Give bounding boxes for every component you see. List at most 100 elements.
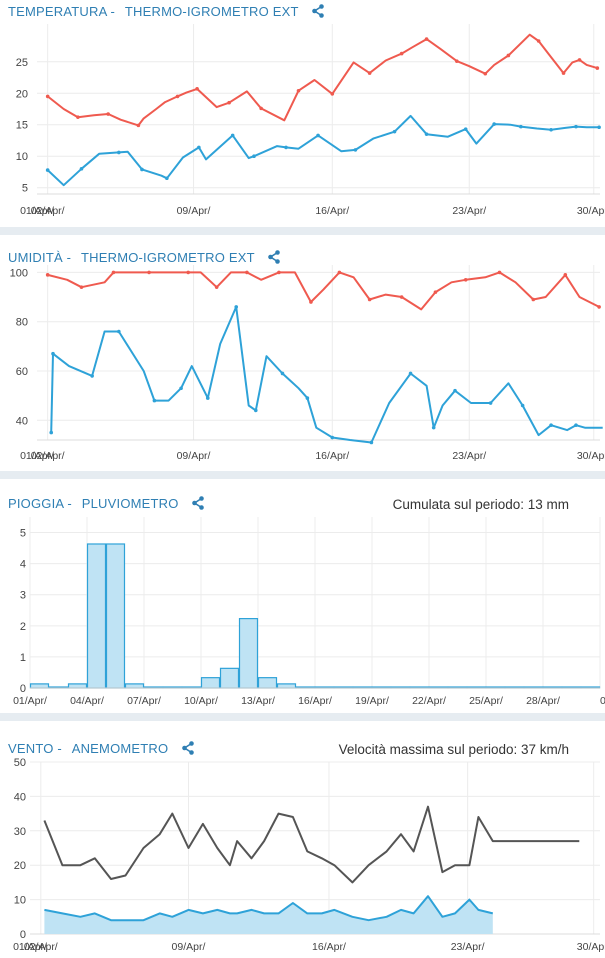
data-point <box>136 123 141 128</box>
data-point <box>284 145 288 150</box>
data-point <box>45 168 50 172</box>
data-point <box>455 59 459 63</box>
share-icon[interactable] <box>192 496 205 510</box>
data-point <box>117 150 121 155</box>
share-icon[interactable] <box>182 741 194 755</box>
data-point <box>453 388 457 393</box>
data-point <box>296 88 301 93</box>
x-tick-label: 30/Apr/ <box>577 205 605 217</box>
series-area <box>44 896 493 934</box>
data-point <box>506 53 511 58</box>
data-point <box>214 285 219 289</box>
x-tick-label: 16/Apr/ <box>315 450 349 462</box>
temperature-header: TEMPERATURA - THERMO-IGROMETRO EXT <box>8 4 325 19</box>
data-point <box>399 295 404 299</box>
y-tick-label: 25 <box>16 57 28 69</box>
data-point <box>549 423 553 428</box>
y-tick-label: 20 <box>14 860 26 872</box>
y-tick-label: 2 <box>20 621 26 633</box>
data-point <box>147 270 151 275</box>
x-tick-label: 30/Apr/ <box>577 941 605 953</box>
rain-title: PIOGGIA <box>8 496 64 511</box>
data-point <box>205 396 210 400</box>
y-tick-label: 5 <box>22 183 28 195</box>
rain-bar <box>86 543 107 689</box>
data-point <box>90 374 94 378</box>
data-point <box>392 129 397 134</box>
rain-bar <box>238 618 259 689</box>
series-line <box>43 805 580 884</box>
y-tick-label: 1 <box>20 652 26 664</box>
wind-panel: VENTO - ANEMOMETRO Velocità massima sul … <box>0 721 605 958</box>
data-point <box>305 396 310 400</box>
data-point <box>531 297 536 302</box>
x-tick-label: 02/Apr/ <box>31 450 65 462</box>
x-tick-label: 09/Apr/ <box>172 941 206 953</box>
share-icon[interactable] <box>268 250 281 264</box>
x-tick-label: 01/Ma <box>600 695 605 707</box>
data-point <box>186 270 191 275</box>
data-point <box>117 329 121 334</box>
data-point <box>195 87 199 91</box>
data-point <box>492 122 496 126</box>
data-point <box>574 124 578 129</box>
data-point <box>140 167 144 172</box>
data-point <box>577 58 582 62</box>
x-tick-label: 01/Apr/ <box>13 695 47 707</box>
wind-header: VENTO - ANEMOMETRO <box>8 741 194 756</box>
x-tick-label: 30/Apr/ <box>577 450 605 462</box>
humidity-device: THERMO-IGROMETRO EXT <box>81 250 255 265</box>
data-point <box>253 408 258 413</box>
y-tick-label: 0 <box>20 683 26 695</box>
rain-bar <box>124 683 145 689</box>
data-point <box>49 430 54 435</box>
data-point <box>280 371 285 376</box>
x-tick-label: 02/Apr/ <box>24 941 58 953</box>
rain-bar <box>67 683 88 689</box>
data-point <box>245 270 249 275</box>
temperature-panel: TEMPERATURA - THERMO-IGROMETRO EXT 5 10 15… <box>0 0 605 227</box>
x-tick-label: 09/Apr/ <box>177 205 211 217</box>
data-point <box>45 94 50 99</box>
data-point <box>330 435 335 440</box>
data-point <box>152 398 157 403</box>
data-point <box>367 297 372 302</box>
x-tick-label: 01/Apr/ <box>20 205 54 217</box>
series-line <box>47 114 600 187</box>
data-point <box>488 401 493 405</box>
rain-summary: Cumulata sul periodo: 13 mm <box>392 497 569 512</box>
y-tick-label: 5 <box>20 528 26 540</box>
data-point <box>369 440 374 445</box>
temperature-chart: 5 10 15 20 25 01/Apr/02/Apr/09/Apr/16/Apr/23/… <box>16 24 605 217</box>
x-tick-label: 22/Apr/ <box>412 695 446 707</box>
data-point <box>111 270 116 275</box>
data-point <box>536 39 541 43</box>
series-line <box>47 271 600 311</box>
x-tick-label: 28/Apr/ <box>526 695 560 707</box>
data-point <box>79 167 84 171</box>
y-tick-label: 4 <box>20 559 26 571</box>
x-tick-label: 16/Apr/ <box>315 205 349 217</box>
data-point <box>234 305 239 309</box>
data-point <box>277 270 281 275</box>
rain-bar <box>219 667 240 689</box>
rain-header: PIOGGIA - PLUVIOMETRO <box>8 496 205 511</box>
wind-chart: 0 10 20 30 40 50 01/Apr/02/Apr/09/Apr/16/Apr/2… <box>13 757 605 953</box>
data-point <box>424 37 429 41</box>
x-tick-label: 07/Apr/ <box>127 695 161 707</box>
rain-bar <box>29 683 50 689</box>
humidity-header: UMIDITÀ - THERMO-IGROMETRO EXT <box>8 250 281 265</box>
temperature-title: TEMPERATURA <box>8 4 107 19</box>
x-tick-label: 04/Apr/ <box>70 695 104 707</box>
humidity-chart: 40 60 80 100 01/Apr/02/Apr/09/Apr/16/Apr/23/… <box>10 265 605 462</box>
data-point <box>497 270 502 275</box>
share-icon[interactable] <box>312 4 325 18</box>
data-point <box>227 100 231 105</box>
x-tick-label: 10/Apr/ <box>184 695 218 707</box>
wind-title: VENTO <box>8 741 54 756</box>
y-tick-label: 0 <box>20 929 26 941</box>
x-tick-label: 16/Apr/ <box>312 941 346 953</box>
x-tick-label: 23/Apr/ <box>451 941 485 953</box>
rain-chart: 0 1 2 3 4 5 01/Apr/04/Apr/07/Apr/10/Apr/13/Apr… <box>13 517 605 707</box>
rain-bar <box>200 677 221 689</box>
